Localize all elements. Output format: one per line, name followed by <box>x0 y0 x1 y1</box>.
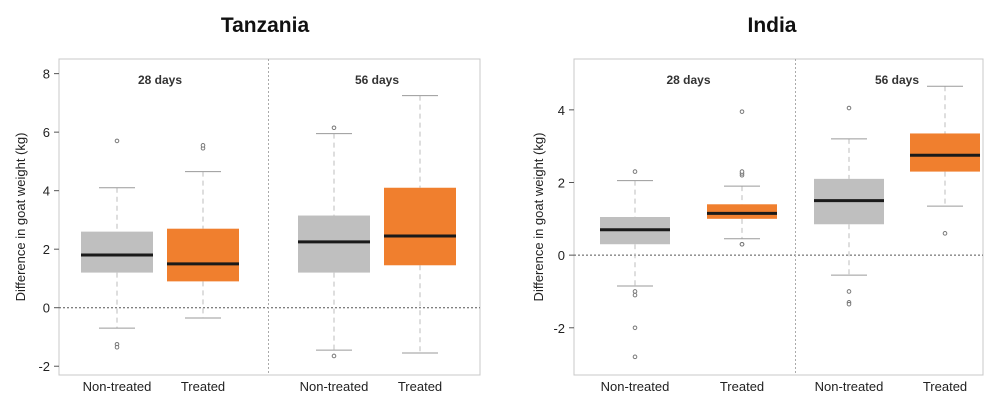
outlier-point <box>331 353 337 359</box>
group-label: 56 days <box>875 73 919 87</box>
y-tick-label: 2 <box>43 242 50 257</box>
box-iqr <box>707 204 777 219</box>
outlier-point <box>846 105 852 111</box>
outlier-point <box>632 289 638 294</box>
y-tick-label: 0 <box>558 248 565 263</box>
x-category-label: Non-treated <box>83 379 152 394</box>
x-category-label: Non-treated <box>601 379 670 394</box>
x-category-label: Treated <box>720 379 764 394</box>
y-tick-label: 8 <box>43 67 50 82</box>
outlier-point <box>632 325 638 331</box>
y-tick-label: -2 <box>38 359 50 374</box>
y-tick-label: 6 <box>43 125 50 140</box>
outlier-point <box>739 109 745 114</box>
y-tick-label: 4 <box>43 184 50 199</box>
plot-frame <box>58 58 481 376</box>
group-label: 56 days <box>355 73 399 87</box>
outlier-point <box>632 169 638 174</box>
outlier-point <box>942 231 948 236</box>
outlier-point <box>846 289 852 294</box>
group-label: 28 days <box>138 73 182 87</box>
outlier-point <box>739 241 745 247</box>
outlier-point <box>632 292 638 298</box>
y-axis-label: Difference in goat weight (kg) <box>531 133 546 302</box>
panel-tanzania: Tanzania Difference in goat weight (kg) -2… <box>13 14 481 394</box>
plot-frame <box>573 58 984 376</box>
x-category-label: Non-treated <box>300 379 369 394</box>
panel-india: India Difference in goat weight (kg) -2 0 2 4… <box>531 14 984 394</box>
x-category-label: Treated <box>181 379 225 394</box>
chart-title: Tanzania <box>221 14 310 37</box>
box-iqr <box>384 187 456 266</box>
outlier-point <box>739 169 745 174</box>
outlier-point <box>114 344 120 350</box>
outlier-point <box>331 125 337 131</box>
y-tick-label: -2 <box>553 321 565 336</box>
box-iqr <box>910 133 980 172</box>
y-tick-label: 4 <box>558 103 565 118</box>
outlier-point <box>114 138 120 144</box>
y-tick-label: 0 <box>43 301 50 316</box>
box-iqr <box>298 215 370 273</box>
outlier-point <box>200 143 206 148</box>
group-label: 28 days <box>666 73 710 87</box>
box-iqr <box>167 228 239 282</box>
box-iqr <box>81 231 153 273</box>
x-category-label: Treated <box>923 379 967 394</box>
x-category-label: Treated <box>398 379 442 394</box>
chart-title: India <box>747 14 796 37</box>
y-axis-label: Difference in goat weight (kg) <box>13 133 28 302</box>
outlier-point <box>632 354 638 360</box>
x-category-label: Non-treated <box>815 379 884 394</box>
y-tick-label: 2 <box>558 175 565 190</box>
outlier-point <box>846 301 852 307</box>
